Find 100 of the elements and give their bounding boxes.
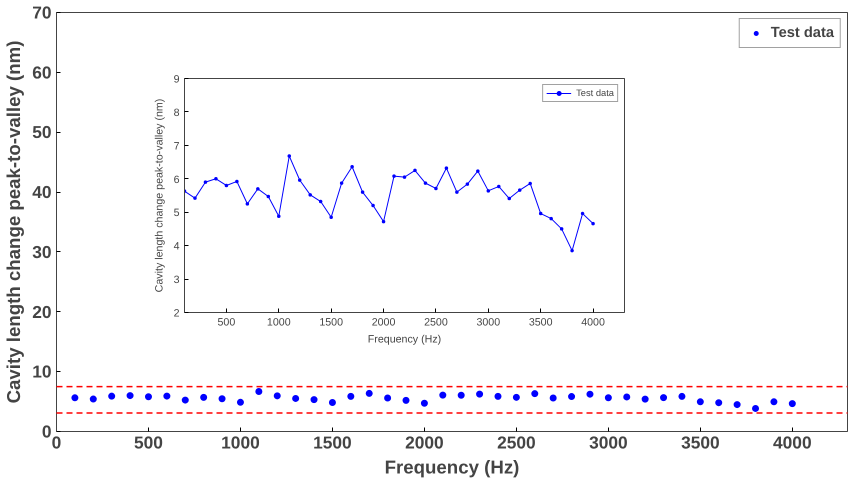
point [384, 394, 392, 402]
point [734, 401, 741, 408]
x-tick-label: 2500 [497, 432, 536, 452]
point [350, 165, 354, 168]
y-axis-title: Cavity length change peak-to-valley (nm) [154, 98, 166, 292]
y-tick-label: 50 [32, 122, 52, 142]
point [570, 248, 574, 252]
legend-label: Test data [770, 25, 834, 41]
point [288, 154, 292, 158]
x-tick-label: 3000 [589, 432, 628, 452]
point [486, 189, 490, 193]
point [298, 178, 302, 182]
point [591, 222, 595, 226]
point [266, 194, 270, 198]
point [439, 392, 446, 399]
point [347, 392, 354, 400]
y-tick-label: 9 [174, 74, 180, 86]
y-tick-label: 40 [32, 182, 52, 202]
point [434, 186, 438, 190]
point [518, 188, 522, 192]
point [224, 184, 228, 188]
x-tick-label: 1000 [221, 432, 260, 452]
y-tick-label: 2 [174, 308, 180, 320]
point [392, 174, 396, 178]
point [108, 392, 116, 400]
legend-label: Test data [576, 88, 614, 98]
point [292, 394, 300, 402]
point [497, 184, 501, 188]
y-tick-label: 7 [174, 140, 180, 152]
point [402, 175, 406, 179]
point [256, 187, 260, 191]
point [444, 166, 448, 170]
point [494, 392, 502, 400]
x-tick-label: 2000 [372, 316, 396, 328]
y-tick-label: 60 [32, 62, 52, 82]
x-axis-title: Frequency (Hz) [384, 456, 520, 478]
point [382, 220, 386, 224]
point [580, 212, 584, 216]
point [236, 398, 244, 406]
point [71, 394, 78, 402]
point [371, 204, 375, 208]
point [144, 393, 152, 400]
point [328, 398, 336, 406]
point [466, 182, 470, 186]
point [642, 396, 649, 403]
point [586, 390, 594, 398]
point [512, 394, 520, 401]
point [531, 390, 538, 398]
point [329, 215, 333, 219]
point [204, 180, 208, 184]
point [90, 396, 97, 403]
point [623, 393, 630, 400]
point [549, 216, 553, 220]
y-tick-label: 20 [32, 302, 52, 322]
point [476, 390, 484, 398]
point [604, 394, 612, 402]
point [308, 193, 312, 197]
point [458, 392, 465, 399]
x-tick-label: 2500 [424, 316, 448, 328]
point [318, 200, 322, 204]
x-tick-label: 1500 [313, 432, 352, 452]
point [214, 177, 218, 181]
point [402, 396, 410, 404]
x-axis-title: Frequency (Hz) [368, 334, 442, 346]
point [193, 196, 197, 200]
x-tick-label: 3000 [476, 316, 500, 328]
point [218, 395, 226, 402]
x-tick-label: 3500 [681, 432, 720, 452]
y-tick-label: 70 [32, 2, 52, 22]
point [660, 394, 668, 402]
point [126, 392, 134, 400]
x-tick-label: 4000 [581, 316, 605, 328]
point [277, 214, 281, 218]
y-tick-label: 3 [174, 274, 180, 286]
x-tick-label: 1000 [266, 316, 291, 328]
point [163, 392, 170, 400]
x-tick-label: 1500 [319, 316, 344, 328]
point [538, 212, 542, 216]
point [413, 168, 417, 172]
point [788, 400, 796, 408]
point [568, 393, 576, 400]
point [366, 390, 373, 397]
point [770, 398, 778, 406]
x-tick-label: 500 [218, 316, 236, 328]
point [715, 399, 722, 406]
point [200, 394, 208, 401]
point [696, 398, 704, 406]
x-tick-label: 4000 [773, 432, 812, 452]
point [752, 404, 760, 412]
point [528, 182, 532, 186]
point [560, 227, 564, 231]
point [476, 169, 480, 173]
point [508, 196, 512, 200]
y-tick-label: 10 [32, 362, 52, 382]
point [424, 181, 428, 185]
point [678, 392, 686, 400]
y-tick-label: 8 [174, 106, 180, 119]
x-tick-label: 2000 [405, 432, 444, 452]
y-tick-label: 30 [32, 242, 52, 262]
point [340, 181, 344, 185]
